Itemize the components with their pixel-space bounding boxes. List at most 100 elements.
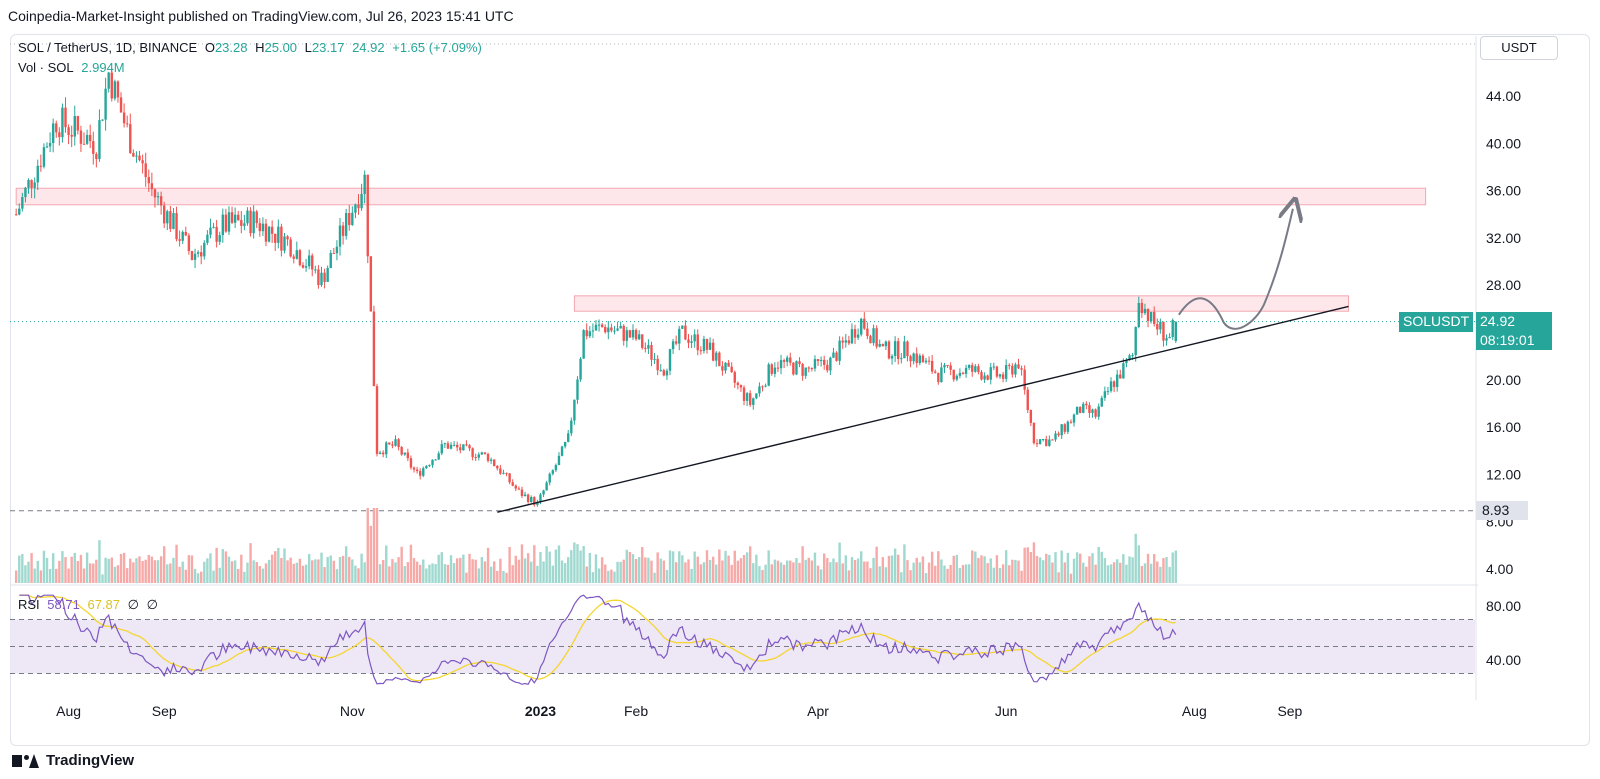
candle-body <box>678 328 681 344</box>
volume-bar <box>283 548 286 583</box>
symbol-name[interactable]: SOL / TetherUS, 1D, BINANCE <box>18 40 198 55</box>
volume-bar <box>1162 558 1165 583</box>
volume-bar <box>338 556 342 583</box>
candles <box>14 67 1177 507</box>
candle-body <box>227 212 231 232</box>
volume-bar <box>79 554 83 583</box>
volume-bar <box>530 561 533 583</box>
candle-body <box>1038 439 1042 444</box>
candle-body <box>277 226 280 243</box>
candle-body <box>1168 337 1171 339</box>
volume-bar <box>249 543 252 583</box>
volume-bar <box>227 556 231 583</box>
candle-body <box>1128 355 1131 361</box>
rsi-ma-value: 67.87 <box>87 597 121 612</box>
volume-bar <box>1134 533 1137 583</box>
volume-bar <box>301 565 305 583</box>
volume-bar <box>203 561 206 583</box>
candle-body <box>425 466 428 469</box>
volume-bar <box>964 564 968 583</box>
candle-body <box>554 465 558 471</box>
volume-bar <box>397 557 400 583</box>
volume-bar <box>705 550 709 583</box>
volume-bar <box>955 554 959 583</box>
volume-bar <box>736 560 740 583</box>
candle-body <box>949 365 952 370</box>
volume-bar <box>844 555 847 583</box>
candle-body <box>752 398 755 405</box>
candle-body <box>579 358 582 380</box>
volume-bar <box>1140 565 1144 583</box>
y-tick-label: 16.00 <box>1486 419 1521 435</box>
volume-bar <box>1017 560 1020 583</box>
volume-bar <box>24 565 27 583</box>
volume-bar <box>113 566 117 583</box>
candle-body <box>415 469 419 472</box>
rsi-legend[interactable]: RSI 58.71 67.87 ∅ ∅ <box>18 597 162 613</box>
candle-body <box>1174 321 1177 342</box>
volume-bar <box>715 564 718 583</box>
candle-body <box>150 183 154 190</box>
candle-body <box>946 364 949 366</box>
volume-bar <box>773 559 777 583</box>
volume-bar <box>144 559 147 583</box>
volume-bar <box>1011 559 1014 583</box>
candle-body <box>659 370 662 372</box>
volume-legend[interactable]: Vol · SOL 2.994M <box>18 60 129 75</box>
candle-body <box>989 367 992 380</box>
candle-body <box>42 147 46 167</box>
candle-body <box>338 225 342 247</box>
volume-bar <box>452 563 456 583</box>
candle-body <box>474 457 477 459</box>
volume-bar <box>289 557 292 583</box>
candle-body <box>681 325 684 329</box>
symbol-price-tag: SOLUSDT <box>1399 312 1473 332</box>
candle-body <box>48 143 52 147</box>
candle-body <box>995 366 999 377</box>
volume-bar <box>36 560 39 583</box>
volume-bar <box>1109 564 1113 583</box>
volume-bar <box>1146 553 1150 583</box>
candle-body <box>619 325 622 329</box>
volume-bar <box>307 554 311 583</box>
candle-body <box>1100 397 1103 407</box>
currency-button[interactable]: USDT <box>1480 36 1558 60</box>
candle-body <box>252 211 255 234</box>
volume-bar <box>971 550 974 583</box>
candle-body <box>1063 424 1066 432</box>
candle-body <box>422 468 425 476</box>
volume-bar <box>55 568 58 583</box>
candle-body <box>539 494 542 502</box>
candle-body <box>110 72 113 99</box>
volume-bar <box>1029 552 1033 583</box>
candle-body <box>122 112 126 124</box>
candle-body <box>727 362 730 367</box>
volume-bar <box>1171 552 1174 583</box>
candle-body <box>240 220 243 226</box>
tradingview-brand[interactable]: TradingView <box>12 752 134 769</box>
candle-body <box>1054 433 1057 440</box>
candle-body <box>1032 422 1036 444</box>
volume-bar <box>286 560 289 583</box>
candle-body <box>135 155 138 157</box>
rsi-ma-line <box>19 594 1176 682</box>
volume-bar <box>739 558 743 583</box>
volume-bar <box>496 570 499 583</box>
symbol-legend[interactable]: SOL / TetherUS, 1D, BINANCE O23.28 H25.0… <box>18 40 486 55</box>
volume-bar <box>878 566 881 583</box>
candle-body <box>455 444 459 448</box>
candle-body <box>113 81 117 99</box>
candle-body <box>718 352 721 367</box>
volume-bar <box>446 564 450 583</box>
candle-body <box>1156 324 1159 330</box>
candle-body <box>832 352 835 358</box>
candle-body <box>200 252 203 257</box>
volume-bar <box>412 558 416 583</box>
candle-body <box>366 174 369 257</box>
y-tick-label: 12.00 <box>1486 466 1521 482</box>
candle-body <box>810 367 814 369</box>
candle-body <box>30 179 33 188</box>
candle-body <box>807 367 810 369</box>
volume-bar <box>588 552 592 583</box>
